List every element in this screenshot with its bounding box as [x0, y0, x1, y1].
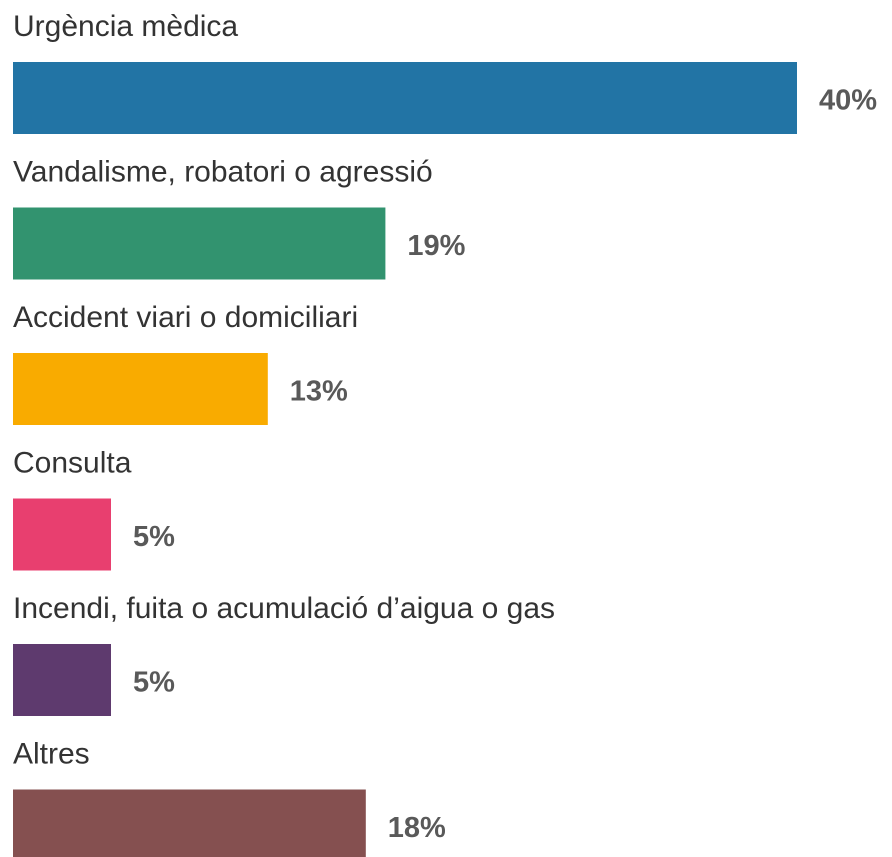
- category-label: Accident viari o domiciliari: [13, 301, 358, 334]
- bar: [13, 498, 111, 571]
- value-label: 40%: [819, 85, 877, 117]
- value-label: 13%: [290, 376, 348, 408]
- bar: [13, 789, 366, 857]
- category-label: Urgència mèdica: [13, 10, 238, 43]
- bar: [13, 207, 386, 280]
- value-label: 5%: [133, 521, 175, 553]
- bar: [13, 353, 268, 425]
- value-label: 5%: [133, 667, 175, 699]
- bar: [13, 644, 111, 716]
- value-label: 18%: [388, 812, 446, 844]
- bar: [13, 62, 797, 134]
- value-label: 19%: [407, 230, 465, 262]
- category-label: Incendi, fuita o acumulació d’aigua o ga…: [13, 592, 555, 625]
- category-label: Consulta: [13, 446, 132, 479]
- category-label: Altres: [13, 737, 90, 770]
- category-label: Vandalisme, robatori o agressió: [13, 155, 433, 188]
